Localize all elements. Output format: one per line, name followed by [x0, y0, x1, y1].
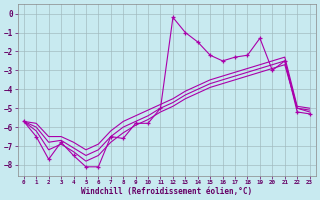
X-axis label: Windchill (Refroidissement éolien,°C): Windchill (Refroidissement éolien,°C)	[81, 187, 252, 196]
